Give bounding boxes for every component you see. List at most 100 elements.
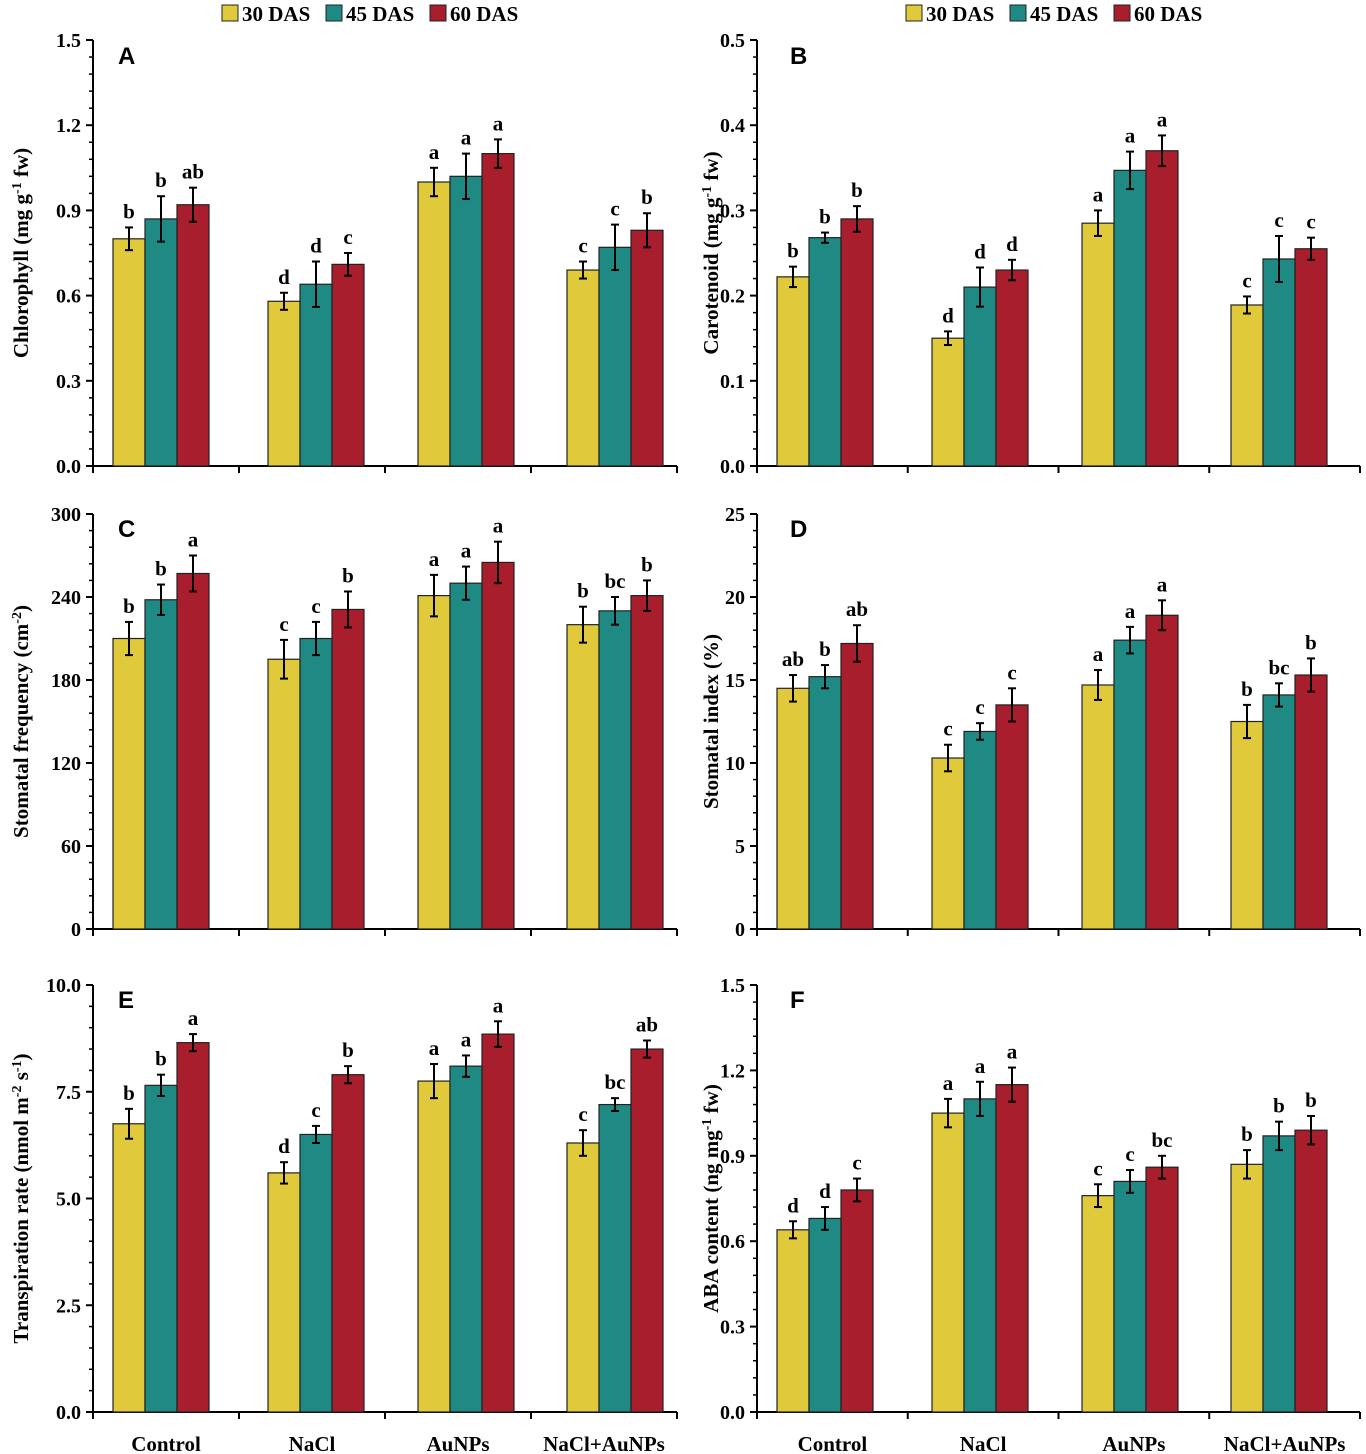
y-axis-label: Transpiration rate (nmol m-2 s-1) bbox=[9, 1053, 33, 1343]
y-axis-label: Stomatal frequency (cm-2) bbox=[9, 605, 33, 838]
legend-swatch bbox=[905, 4, 923, 22]
significance-letter: bc bbox=[1152, 1128, 1173, 1152]
bar bbox=[1230, 1163, 1264, 1413]
significance-letter: c bbox=[279, 612, 288, 636]
significance-letter: c bbox=[852, 1151, 861, 1175]
significance-letter: c bbox=[343, 225, 352, 249]
bar bbox=[840, 218, 874, 467]
category-label: AuNPs bbox=[426, 1432, 489, 1454]
y-tick-label: 10.0 bbox=[46, 975, 81, 997]
significance-letter: c bbox=[1007, 660, 1016, 684]
bar bbox=[1145, 614, 1179, 930]
category-label: NaCl+AuNPs bbox=[1224, 1432, 1346, 1454]
significance-letter: b bbox=[123, 1081, 135, 1105]
significance-letter: b bbox=[1305, 630, 1317, 654]
significance-letter: c bbox=[1093, 1156, 1102, 1180]
significance-letter: b bbox=[123, 199, 135, 223]
y-label-text: Transpiration rate (nmol m bbox=[9, 1097, 33, 1344]
bar bbox=[299, 1133, 333, 1413]
significance-letter: a bbox=[975, 1054, 986, 1078]
legend: 30 DAS 45 DAS 60 DAS bbox=[905, 2, 1202, 26]
y-tick-label: 0.0 bbox=[720, 456, 745, 478]
significance-letter: a bbox=[1157, 572, 1168, 596]
bar bbox=[776, 276, 810, 467]
bar bbox=[776, 1229, 810, 1413]
significance-letter: b bbox=[1241, 1122, 1253, 1146]
bar bbox=[566, 269, 600, 467]
bar bbox=[931, 1112, 965, 1413]
significance-letter: bc bbox=[1269, 655, 1290, 679]
bar bbox=[144, 599, 178, 930]
bar bbox=[598, 1103, 632, 1413]
bar bbox=[566, 624, 600, 930]
legend-swatch bbox=[221, 4, 239, 22]
bar bbox=[995, 704, 1029, 930]
bar bbox=[1262, 1135, 1296, 1413]
y-label-text: Carotenoid (mg g bbox=[699, 197, 723, 355]
y-label-text: fw) bbox=[699, 1084, 723, 1118]
significance-letter: a bbox=[461, 539, 472, 563]
significance-letter: c bbox=[1306, 210, 1315, 234]
significance-letter: bc bbox=[605, 1070, 626, 1094]
y-tick-label: 0 bbox=[735, 919, 745, 941]
bar bbox=[566, 1142, 600, 1413]
y-label-text: ABA content (ng mg bbox=[699, 1130, 723, 1313]
bar bbox=[417, 595, 451, 930]
bar bbox=[417, 1080, 451, 1413]
legend-swatch bbox=[1113, 4, 1131, 22]
category-label: Control bbox=[798, 1432, 868, 1454]
significance-letter: b bbox=[819, 637, 831, 661]
legend-swatch bbox=[325, 4, 343, 22]
legend: 30 DAS 45 DAS 60 DAS bbox=[221, 2, 518, 26]
significance-letter: a bbox=[461, 1027, 472, 1051]
bar bbox=[630, 595, 664, 930]
bar bbox=[776, 687, 810, 930]
bar bbox=[1294, 674, 1328, 930]
y-tick-label: 0.9 bbox=[56, 200, 81, 222]
y-tick-label: 120 bbox=[51, 753, 81, 775]
y-tick-label: 25 bbox=[725, 504, 745, 526]
significance-letter: a bbox=[1125, 599, 1136, 623]
significance-letter: b bbox=[577, 579, 589, 603]
y-tick-label: 5 bbox=[735, 836, 745, 858]
y-tick-label: 7.5 bbox=[56, 1082, 81, 1104]
significance-letter: a bbox=[1125, 124, 1136, 148]
y-tick-label: 1.5 bbox=[720, 975, 745, 997]
significance-letter: b bbox=[155, 1047, 167, 1071]
bar bbox=[963, 286, 997, 467]
significance-letter: d bbox=[787, 1193, 799, 1217]
bar bbox=[481, 153, 515, 467]
significance-letter: b bbox=[851, 178, 863, 202]
bar bbox=[481, 561, 515, 930]
significance-letter: b bbox=[342, 563, 354, 587]
significance-letter: a bbox=[943, 1071, 954, 1095]
significance-letter: a bbox=[493, 514, 504, 538]
significance-letter: ab bbox=[636, 1013, 658, 1037]
significance-letter: a bbox=[188, 528, 199, 552]
bar bbox=[1230, 304, 1264, 467]
y-label-superscript: -1 bbox=[10, 1060, 25, 1072]
bar bbox=[995, 269, 1029, 467]
bar bbox=[144, 218, 178, 467]
bar bbox=[299, 283, 333, 467]
significance-letter: d bbox=[974, 239, 986, 263]
y-tick-label: 5.0 bbox=[56, 1189, 81, 1211]
y-tick-label: 20 bbox=[725, 587, 745, 609]
y-axis-label: Chlorophyll (mg g-1 fw) bbox=[9, 148, 33, 358]
significance-letter: a bbox=[461, 126, 472, 150]
panel-F: 0.00.30.60.91.21.5ddcControlaaaNaClccbcA… bbox=[699, 975, 1361, 1454]
legend-label: 45 DAS bbox=[346, 2, 414, 26]
y-label-text: Chlorophyll (mg g bbox=[9, 193, 33, 358]
y-tick-label: 0.3 bbox=[56, 371, 81, 393]
bar bbox=[630, 1048, 664, 1413]
significance-letter: b bbox=[1305, 1088, 1317, 1112]
legend-label: 45 DAS bbox=[1030, 2, 1098, 26]
bar bbox=[598, 610, 632, 930]
significance-letter: b bbox=[1273, 1094, 1285, 1118]
y-axis-label: Carotenoid (mg g-1 fw) bbox=[699, 151, 723, 354]
bar bbox=[1081, 684, 1115, 930]
y-tick-label: 0.0 bbox=[720, 1402, 745, 1424]
